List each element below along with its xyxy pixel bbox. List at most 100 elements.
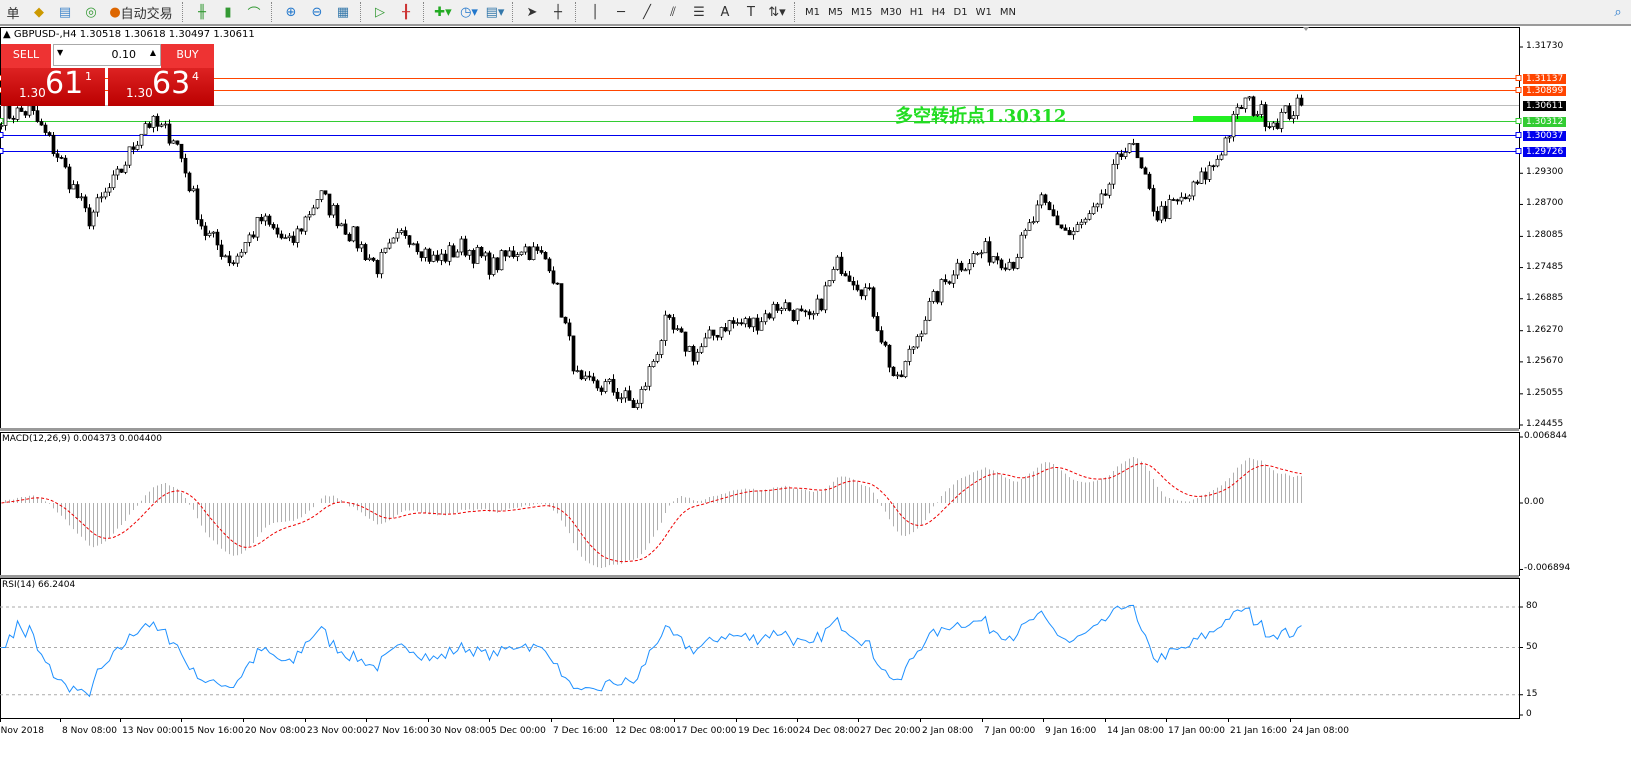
label-icon[interactable]: T <box>747 4 755 20</box>
panel-splitter[interactable] <box>0 428 1519 431</box>
candle <box>751 317 756 328</box>
buy-button[interactable]: BUY <box>161 44 214 68</box>
lot-increase-button[interactable]: ▲ <box>149 48 156 57</box>
lot-decrease-button[interactable]: ▼ <box>57 48 64 57</box>
level-handle[interactable] <box>1515 132 1522 138</box>
panel-splitter[interactable] <box>0 575 1519 578</box>
candle <box>443 253 448 262</box>
level-handle[interactable] <box>1515 75 1522 81</box>
timeframe-mn[interactable]: MN <box>999 6 1016 18</box>
candle <box>919 333 924 337</box>
candle <box>179 143 184 159</box>
candle <box>1239 106 1244 110</box>
cursor-icon[interactable]: ➤ <box>526 4 538 20</box>
candle <box>1047 202 1052 211</box>
time-axis-label: 20 Nov 08:00 <box>245 726 306 736</box>
history-icon[interactable]: ▤ <box>58 4 72 20</box>
crosshair-icon[interactable]: ┼ <box>554 4 562 20</box>
line-chart-icon[interactable]: ⌒ <box>247 6 261 22</box>
timeframe-h4[interactable]: H4 <box>931 6 946 18</box>
candle <box>991 256 996 263</box>
candle <box>1275 122 1280 129</box>
candle <box>1015 257 1020 269</box>
timeframe-m5[interactable]: M5 <box>828 6 843 18</box>
candle <box>1163 205 1168 219</box>
bar-chart-icon[interactable]: ╫ <box>198 4 206 20</box>
candle <box>1195 181 1200 184</box>
candle <box>147 123 152 128</box>
candle <box>1183 196 1188 200</box>
price-axis-label: 1.25055 <box>1526 387 1564 398</box>
timeframe-m30[interactable]: M30 <box>880 6 902 18</box>
lot-input[interactable]: ▼ 0.10 ▲ <box>53 44 161 66</box>
search-icon[interactable]: ⌕ <box>1614 4 1622 20</box>
autotrade-label: 自动交易 <box>120 6 173 22</box>
candle <box>1007 261 1012 270</box>
candle <box>1171 199 1176 201</box>
candle <box>319 190 324 200</box>
trendline-icon[interactable]: ╱ <box>643 4 651 20</box>
candle-chart-icon[interactable]: ▮ <box>224 4 232 20</box>
signal-icon[interactable]: ◎ <box>85 4 97 20</box>
lot-value[interactable]: 0.10 <box>111 48 137 61</box>
candle <box>711 329 716 336</box>
zoom-in-icon[interactable]: ⊕ <box>285 4 297 20</box>
candle <box>639 389 644 404</box>
candle <box>799 308 804 312</box>
timeframe-w1[interactable]: W1 <box>975 6 992 18</box>
candle <box>575 370 580 373</box>
candle <box>15 107 20 120</box>
candle <box>311 207 316 216</box>
timeframe-m15[interactable]: M15 <box>851 6 873 18</box>
buy-price-prefix: 1.30 <box>126 86 153 100</box>
chart-shift-icon[interactable]: ╂ <box>402 4 410 20</box>
candle <box>923 319 928 335</box>
chart-canvas[interactable] <box>0 26 1631 767</box>
menu-fragment[interactable]: 单 <box>6 6 20 22</box>
candle <box>1151 188 1156 212</box>
candle <box>743 318 748 325</box>
level-handle[interactable] <box>1515 87 1522 93</box>
template-icon[interactable]: ▤▾ <box>485 4 505 20</box>
level-handle[interactable] <box>0 148 4 154</box>
candle <box>1123 152 1128 157</box>
candle <box>163 123 168 126</box>
timeframe-d1[interactable]: D1 <box>953 6 968 18</box>
candle <box>1139 157 1144 169</box>
candle <box>1211 165 1216 168</box>
macd-axis-label: 0.006844 <box>1524 431 1567 441</box>
time-axis-label: 30 Nov 08:00 <box>430 726 491 736</box>
level-handle[interactable] <box>0 118 4 124</box>
level-handle[interactable] <box>0 132 4 138</box>
price-axis-label: 1.29300 <box>1526 167 1564 178</box>
sell-button[interactable]: SELL <box>1 44 51 68</box>
orders-icon[interactable]: ◆ <box>34 4 44 20</box>
autoscroll-icon[interactable]: ▷ <box>375 4 385 20</box>
timeframe-h1[interactable]: H1 <box>909 6 924 18</box>
annotation-text[interactable]: 多空转折点1.30312 <box>895 106 1067 127</box>
zoom-out-icon[interactable]: ⊖ <box>311 4 323 20</box>
vertical-line-icon[interactable]: │ <box>591 4 599 20</box>
candle <box>239 251 244 257</box>
arrows-icon[interactable]: ⇅▾ <box>768 4 786 20</box>
period-icon[interactable]: ◷▾ <box>460 4 478 20</box>
candle <box>855 284 860 291</box>
chart-shift-marker[interactable] <box>1303 27 1309 31</box>
sell-price[interactable]: 1.30 61 1 <box>1 66 105 106</box>
text-icon[interactable]: A <box>720 4 730 20</box>
buy-price[interactable]: 1.30 63 4 <box>108 66 214 106</box>
timeframe-m1[interactable]: M1 <box>805 6 820 18</box>
level-handle[interactable] <box>1515 118 1522 124</box>
annotation-bar[interactable] <box>1193 116 1266 122</box>
candle <box>175 140 180 145</box>
level-handle[interactable] <box>1515 148 1522 154</box>
tile-icon[interactable]: ▦ <box>336 4 350 20</box>
fibo-icon[interactable]: ⫽ <box>670 4 676 20</box>
fibo-fan-icon[interactable]: ☰ <box>693 4 705 20</box>
autotrade-button[interactable]: ● 自动交易 <box>106 1 176 23</box>
candle <box>283 237 288 240</box>
candle <box>1107 183 1112 196</box>
horizontal-line-icon[interactable]: ─ <box>617 4 625 20</box>
new-chart-icon[interactable]: ✚▾ <box>434 4 452 20</box>
candle <box>127 146 132 166</box>
